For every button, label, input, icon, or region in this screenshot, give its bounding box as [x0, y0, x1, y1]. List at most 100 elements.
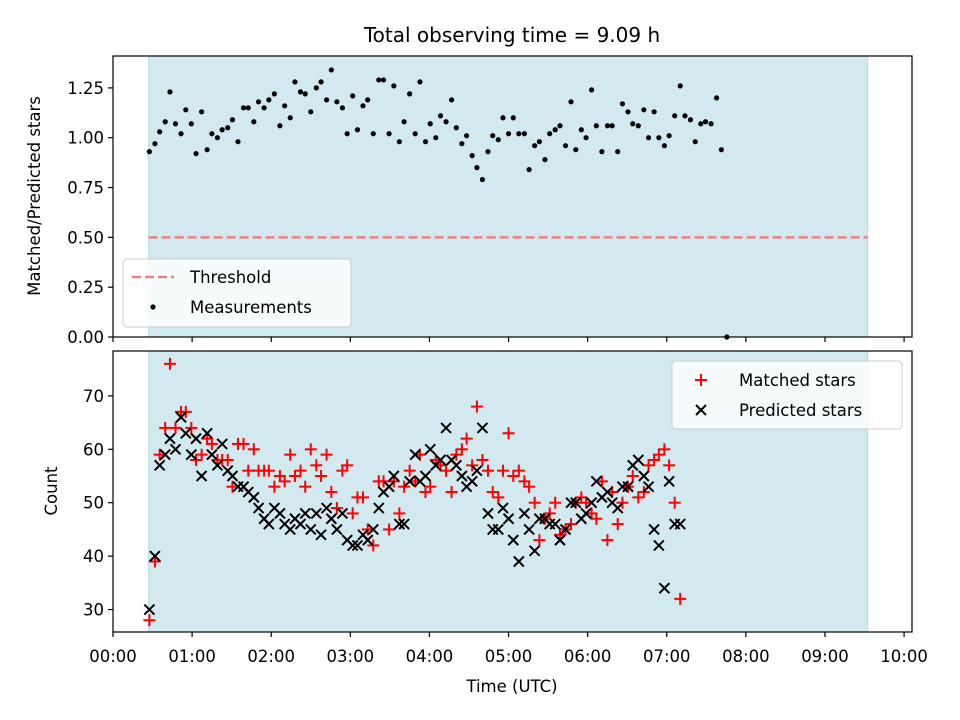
- measurement-point: [178, 131, 184, 137]
- matched-star-point: [466, 459, 479, 472]
- predicted-star-point: [590, 475, 603, 488]
- predicted-star-point: [393, 518, 406, 530]
- measurement-point: [350, 93, 356, 99]
- measurement-point: [593, 123, 599, 129]
- predicted-star-point: [398, 518, 410, 530]
- predicted-star-point: [252, 502, 265, 514]
- y-tick-label: 60: [83, 440, 104, 459]
- ratio-legend-box: [122, 258, 352, 328]
- predicted-star-point: [632, 454, 644, 466]
- matched-star-point: [507, 470, 520, 483]
- predicted-star-point: [559, 523, 572, 536]
- measurement-point: [225, 125, 231, 131]
- measurement-point: [500, 115, 506, 121]
- predicted-star-point: [149, 550, 161, 562]
- x-tick-label: 01:00: [168, 647, 216, 666]
- measurement-point: [219, 127, 225, 133]
- predicted-star-point: [658, 582, 671, 594]
- measurement-point: [562, 143, 569, 149]
- legend-measurements-label: Measurements: [190, 298, 312, 317]
- matched-star-point: [497, 464, 510, 477]
- measurement-point: [391, 83, 397, 89]
- measurement-point: [277, 123, 283, 129]
- measurement-point: [386, 131, 392, 137]
- ratio-y-ticks: 0.00 0.25 0.50 0.75 1.00 1.25: [67, 79, 113, 347]
- predicted-star-point: [497, 502, 509, 514]
- measurement-point: [656, 135, 662, 141]
- measurement-point: [687, 117, 694, 123]
- measurement-point: [214, 135, 221, 141]
- y-tick-label: 40: [83, 547, 104, 566]
- matched-star-point: [658, 443, 671, 456]
- matched-star-point: [632, 491, 645, 504]
- ratio-y-axis-label: Matched/Predicted stars: [25, 96, 44, 296]
- measurement-point: [635, 123, 641, 129]
- predicted-star-point: [216, 438, 228, 450]
- matched-star-point: [398, 480, 411, 493]
- measurement-point: [235, 139, 241, 145]
- matched-star-point: [294, 464, 307, 477]
- measurement-point: [479, 176, 486, 183]
- measurement-point: [448, 97, 455, 103]
- measurement-point: [271, 91, 277, 97]
- predicted-star-point: [180, 427, 192, 439]
- predicted-star-point: [424, 443, 436, 456]
- y-tick-label: 1.25: [67, 79, 104, 98]
- predicted-star-point: [648, 523, 660, 536]
- measurement-point: [625, 109, 631, 115]
- measurement-point: [255, 99, 262, 105]
- count-legend-box: [671, 360, 903, 430]
- measurement-point: [417, 79, 423, 85]
- predicted-star-point: [482, 507, 494, 520]
- predicted-star-point: [570, 497, 582, 509]
- predicted-star-point: [294, 518, 307, 530]
- measurement-point: [573, 147, 579, 153]
- matched-star-point: [190, 453, 203, 466]
- matched-star-point: [237, 437, 250, 450]
- matched-star-point: [424, 480, 437, 493]
- matched-star-point: [637, 486, 650, 499]
- matched-star-point: [590, 512, 603, 525]
- measurement-point: [328, 67, 334, 73]
- measurement-point: [661, 143, 667, 149]
- ratio-plot-frame: [112, 55, 913, 338]
- legend-measurements-swatch: [150, 304, 156, 310]
- measurement-point: [313, 85, 319, 91]
- matched-star-point: [268, 480, 281, 493]
- count-plot-frame: [112, 350, 913, 633]
- measurement-point: [698, 121, 704, 127]
- matched-star-point: [330, 502, 343, 515]
- predicted-star-point: [601, 486, 614, 498]
- count-points: [143, 357, 687, 627]
- predicted-star-point: [466, 475, 478, 488]
- chart-title: Total observing time = 9.09 h: [363, 23, 660, 47]
- predicted-star-point: [164, 432, 176, 445]
- matched-star-point: [367, 539, 380, 552]
- predicted-star-point: [169, 443, 182, 456]
- measurement-point: [365, 97, 371, 103]
- measurement-point: [167, 89, 173, 95]
- measurement-point: [292, 79, 298, 85]
- y-tick-label: 0.00: [67, 328, 104, 347]
- measurement-point: [412, 131, 418, 137]
- predicted-star-point: [336, 507, 349, 520]
- predicted-star-point: [554, 534, 566, 546]
- measurement-point: [209, 131, 215, 137]
- measurement-point: [672, 113, 678, 119]
- predicted-star-point: [638, 470, 650, 482]
- measurement-point: [339, 105, 346, 111]
- measurement-point: [718, 147, 724, 153]
- measurement-point: [630, 121, 636, 127]
- matched-star-point: [346, 507, 359, 520]
- matched-star-point: [580, 496, 593, 509]
- predicted-star-point: [523, 523, 535, 536]
- measurement-point: [682, 113, 688, 119]
- measurement-point: [297, 89, 304, 95]
- predicted-star-point: [388, 470, 400, 482]
- matched-star-point: [226, 480, 239, 493]
- predicted-star-point: [206, 448, 218, 461]
- measurement-point: [641, 107, 647, 113]
- measurement-point: [609, 123, 615, 129]
- measurement-point: [474, 165, 480, 171]
